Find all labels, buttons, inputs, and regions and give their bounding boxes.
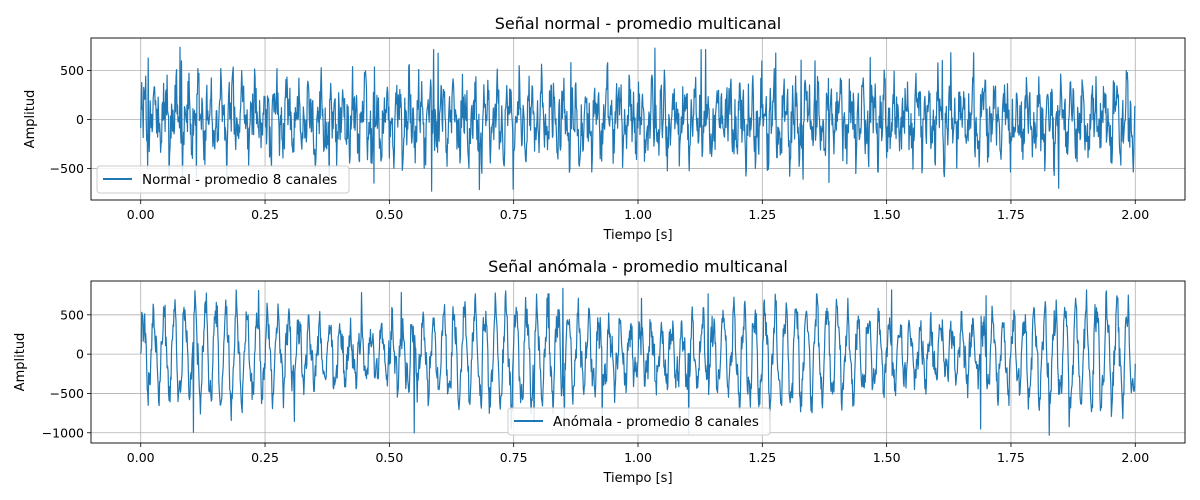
x-tick-label: 1.25 — [748, 450, 776, 465]
x-tick-label: 1.00 — [624, 207, 652, 222]
legend: Anómala - promedio 8 canales — [507, 407, 771, 436]
x-tick-label: 1.75 — [997, 450, 1025, 465]
x-ticks: 0.00 0.25 0.50 0.75 1.00 1.25 1.50 1.75 2.00 — [127, 443, 1149, 465]
chart-title: Señal anómala - promedio multicanal — [488, 257, 788, 276]
legend: Normal - promedio 8 canales — [96, 165, 350, 194]
x-tick-label: 0.25 — [251, 207, 279, 222]
y-axis-label: Amplitud — [13, 333, 28, 392]
legend-label: Anómala - promedio 8 canales — [553, 414, 759, 430]
subplot-normal: Señal normal - promedio multicanal 0.00 0… — [23, 14, 1186, 243]
x-tick-label: 0.25 — [251, 450, 279, 465]
x-tick-label: 1.25 — [748, 207, 776, 222]
y-tick-label: −500 — [50, 161, 84, 176]
y-tick-label: 500 — [60, 63, 84, 78]
y-tick-label: 0 — [76, 347, 84, 362]
series-anomalous — [140, 287, 1136, 436]
x-tick-label: 1.75 — [997, 207, 1025, 222]
legend-box — [507, 407, 771, 436]
legend-label: Normal - promedio 8 canales — [142, 172, 337, 188]
x-tick-label: 0.00 — [127, 450, 155, 465]
chart-title: Señal normal - promedio multicanal — [495, 14, 781, 33]
x-tick-label: 1.50 — [873, 207, 901, 222]
subplot-anomalous: Señal anómala - promedio multicanal 0.00… — [13, 257, 1186, 486]
y-ticks: −500 0 500 — [50, 63, 91, 176]
y-tick-label: 500 — [60, 307, 84, 322]
x-tick-label: 0.50 — [375, 450, 403, 465]
series-normal — [140, 46, 1136, 192]
series-line — [140, 46, 1136, 192]
x-tick-label: 1.00 — [624, 450, 652, 465]
x-tick-label: 0.75 — [500, 207, 528, 222]
series-line — [140, 287, 1136, 436]
x-axis-label: Tiempo [s] — [602, 228, 672, 243]
x-tick-label: 0.50 — [375, 207, 403, 222]
x-tick-label: 0.75 — [500, 450, 528, 465]
x-axis-label: Tiempo [s] — [602, 471, 672, 486]
y-tick-label: −1000 — [42, 425, 84, 440]
legend-box — [96, 165, 350, 194]
x-tick-label: 0.00 — [127, 207, 155, 222]
y-axis-label: Amplitud — [23, 90, 38, 149]
x-tick-label: 2.00 — [1121, 450, 1149, 465]
y-tick-label: 0 — [76, 112, 84, 127]
x-tick-label: 2.00 — [1121, 207, 1149, 222]
x-tick-label: 1.50 — [873, 450, 901, 465]
y-ticks: −1000 −500 0 500 — [42, 307, 91, 440]
y-tick-label: −500 — [50, 386, 84, 401]
x-ticks: 0.00 0.25 0.50 0.75 1.00 1.25 1.50 1.75 2.00 — [127, 200, 1149, 222]
